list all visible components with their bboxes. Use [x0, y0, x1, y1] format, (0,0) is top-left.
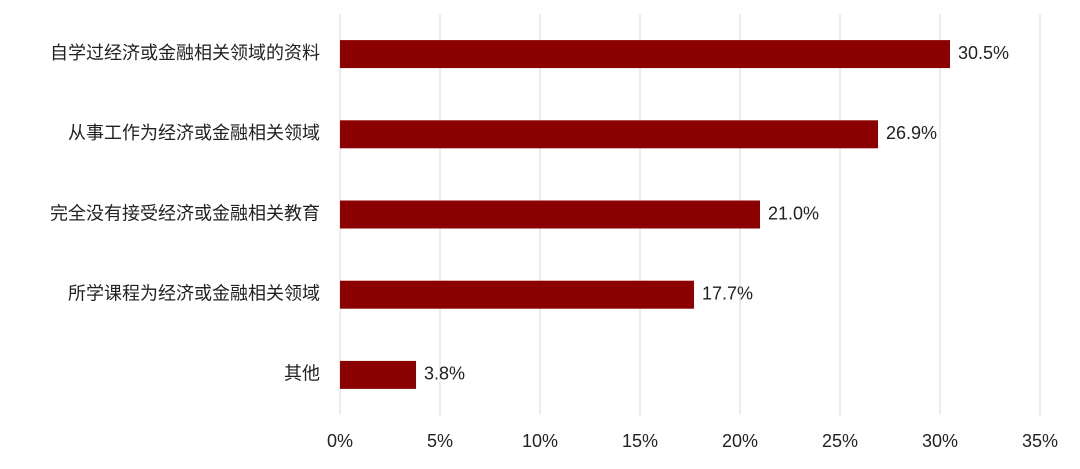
- y-tick-label: 所学课程为经济或金融相关领域: [68, 283, 320, 303]
- x-tick-label: 35%: [1022, 431, 1058, 451]
- x-tick-label: 5%: [427, 431, 453, 451]
- x-tick-label: 0%: [327, 431, 353, 451]
- value-label: 3.8%: [424, 364, 465, 384]
- x-tick-label: 30%: [922, 431, 958, 451]
- y-tick-label: 完全没有接受经济或金融相关教育: [50, 203, 320, 223]
- value-label: 26.9%: [886, 123, 937, 143]
- bar: [340, 40, 950, 69]
- bar: [340, 200, 760, 229]
- x-tick-label: 10%: [522, 431, 558, 451]
- y-tick-label: 其他: [284, 364, 320, 384]
- bar: [340, 120, 878, 149]
- value-label: 21.0%: [768, 203, 819, 223]
- x-tick-label: 20%: [722, 431, 758, 451]
- y-tick-label: 从事工作为经济或金融相关领域: [68, 123, 320, 143]
- y-tick-label: 自学过经济或金融相关领域的资料: [50, 43, 320, 63]
- x-tick-label: 15%: [622, 431, 658, 451]
- value-label: 30.5%: [958, 43, 1009, 63]
- bar: [340, 280, 694, 309]
- value-label: 17.7%: [702, 283, 753, 303]
- bar: [340, 360, 416, 389]
- x-tick-label: 25%: [822, 431, 858, 451]
